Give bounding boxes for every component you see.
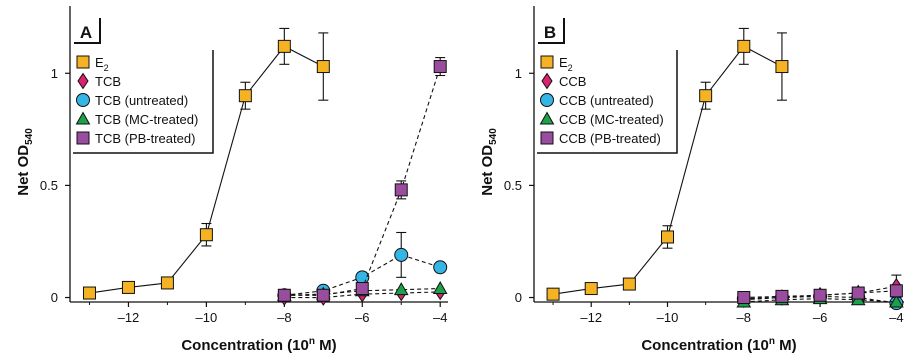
panel-b-label-box: B [538, 18, 565, 44]
panel-a-series-tcb-untreated-point [394, 247, 409, 262]
panel-b-x-tick-label: –4 [889, 310, 903, 325]
panel-b-series-ccb-mc-treated-point [889, 294, 904, 308]
panel-b-legend-label: CCB [559, 74, 586, 89]
panel-a-legend-entry-tcb-untreated: TCB (untreated) [76, 93, 188, 108]
panel-b-series-e2-point [584, 282, 598, 296]
panel-a-x-tick-label: –6 [355, 310, 369, 325]
panel-b-legend-entry-ccb: CCB [541, 72, 586, 90]
panel-a-series-tcb-pb-treated-point [316, 288, 330, 302]
panel-a-series-tcb-pb-treated-point [433, 60, 447, 74]
panel-a-legend-marker [75, 111, 91, 125]
panel-a-y-tick-label: 0.5 [40, 178, 58, 193]
panel-b-series-ccb-pb-treated-point [889, 284, 903, 298]
panel-a-legend-entry-tcb-pb-treated: TCB (PB-treated) [76, 131, 195, 146]
panel-b-y-tick-label: 1 [515, 66, 522, 81]
panel-b-legend-entry-ccb-untreated: CCB (untreated) [540, 93, 654, 108]
panel-a-legend-marker [76, 131, 90, 145]
panel-a-series-e2-point [121, 280, 135, 294]
panel-b-legend-entry-ccb-pb-treated: CCB (PB-treated) [540, 131, 661, 146]
panel-b-legend-marker [540, 131, 554, 145]
panel-b-letter: B [544, 23, 556, 42]
panel-b-legend-marker [539, 111, 555, 125]
panel-a-series-e2 [82, 27, 330, 300]
panel-a-legend-label: TCB (untreated) [95, 93, 188, 108]
panel-a-series-tcb-pb-treated-line [284, 66, 441, 296]
panel-b-legend-label: CCB (PB-treated) [559, 131, 661, 146]
panel-a-x-axis-title: Concentration (10n M) [181, 336, 336, 354]
panel-a-legend-entry-e2: E2 [76, 55, 109, 73]
panel-b-series-ccb-pb-treated-point [851, 286, 865, 300]
panel-a-series-tcb-mc-treated-point [432, 281, 448, 295]
panel-b-x-tick-label: –6 [813, 310, 827, 325]
panel-a-series-tcb-mc-treated-point [393, 282, 409, 296]
panel-a-letter: A [80, 23, 92, 42]
panel-b-series-e2-point [775, 60, 789, 74]
panel-b-legend-entry-e2: E2 [540, 55, 573, 73]
panel-a-series-tcb-pb-treated-point [277, 288, 291, 302]
panel-b-series-e2-point [661, 230, 675, 244]
panel-a-series-tcb-pb-treated-point [394, 183, 408, 197]
panel-a-legend-marker [77, 72, 89, 90]
panel-b-y-axis-title: Net OD540 [479, 128, 499, 196]
panel-a-legend-label: TCB [95, 74, 121, 89]
panel-b-series-e2-point [622, 277, 636, 291]
panel-b-x-tick-label: –8 [737, 310, 751, 325]
panel-a-y-tick-label: 0 [51, 290, 58, 305]
panel-b-x-axis-title: Concentration (10n M) [641, 336, 796, 354]
panel-a-series-e2-point [199, 228, 213, 242]
panel-b-y-tick-label: 0.5 [504, 178, 522, 193]
panel-a-series-tcb-untreated-point [433, 260, 448, 275]
panel-b-series-e2-point [546, 287, 560, 301]
panel-a-x-tick-label: –12 [118, 310, 140, 325]
panel-b-series-ccb-line [743, 285, 897, 301]
panel-a-series-e2-point [277, 39, 291, 53]
panel-a-series-e2-point [316, 60, 330, 74]
panel-b-series-ccb-pb-treated-point [813, 288, 827, 302]
panel-b-series-e2-point [699, 89, 713, 103]
panel-b-series-ccb-pb-treated-point [775, 289, 789, 303]
panel-a-series-e2-point [82, 286, 96, 300]
panel-b-series-e2 [546, 27, 789, 301]
panel-b-series-ccb-pb-treated-line [743, 290, 897, 299]
panel-a-series-e2-point [160, 276, 174, 290]
panel-a-series-tcb-pb-treated-point [355, 282, 369, 296]
panel-a-x-tick-label: –8 [277, 310, 291, 325]
panel-b-legend-label: CCB (MC-treated) [559, 112, 664, 127]
panel-a-x-tick-label: –4 [433, 310, 447, 325]
panel-a-legend-label: TCB (MC-treated) [95, 112, 198, 127]
panel-a: –12 –10 –8 –6 –4 0 0.5 1 Concentration (10n M) Ne… [15, 6, 448, 354]
panel-b-series-ccb-untreated-line [743, 295, 897, 304]
panel-b-x-tick-label: –10 [657, 310, 679, 325]
panel-b: –12 –10 –8 –6 –4 0 0.5 1 Concentration (10n M) Ne… [479, 6, 904, 354]
panel-a-y-axis-title: Net OD540 [15, 128, 35, 196]
panel-b-legend-marker [540, 93, 554, 107]
panel-b-series-ccb-mc-treated-line [743, 298, 897, 303]
panel-a-x-tick-label: –10 [196, 310, 218, 325]
panel-b-x-tick-label: –12 [580, 310, 602, 325]
panel-b-legend-marker [540, 55, 554, 69]
panel-a-legend-marker [76, 93, 90, 107]
panel-b-series-ccb-pb-treated [737, 284, 903, 305]
panel-a-legend-entry-tcb: TCB [77, 72, 121, 90]
panel-a-label-box: A [74, 18, 101, 44]
panel-b-legend-marker [541, 72, 553, 90]
panel-b-series-ccb-pb-treated-point [737, 291, 751, 305]
panel-a-series-tcb-untreated-point [355, 270, 370, 285]
panel-b-legend-label: E2 [559, 55, 573, 73]
panel-b-series-e2-point [737, 39, 751, 53]
panel-a-series-tcb-pb-treated [277, 57, 447, 302]
panel-a-series-e2-point [238, 89, 252, 103]
panel-b-legend-label: CCB (untreated) [559, 93, 654, 108]
panel-b-legend-entry-ccb-mc-treated: CCB (MC-treated) [539, 111, 664, 127]
panel-a-legend-entry-tcb-mc-treated: TCB (MC-treated) [75, 111, 198, 127]
panel-b-y-tick-label: 0 [515, 290, 522, 305]
panel-a-legend-marker [76, 55, 90, 69]
panel-a-legend-label: TCB (PB-treated) [95, 131, 195, 146]
panel-a-legend-label: E2 [95, 55, 109, 73]
panel-a-y-tick-label: 1 [51, 66, 58, 81]
